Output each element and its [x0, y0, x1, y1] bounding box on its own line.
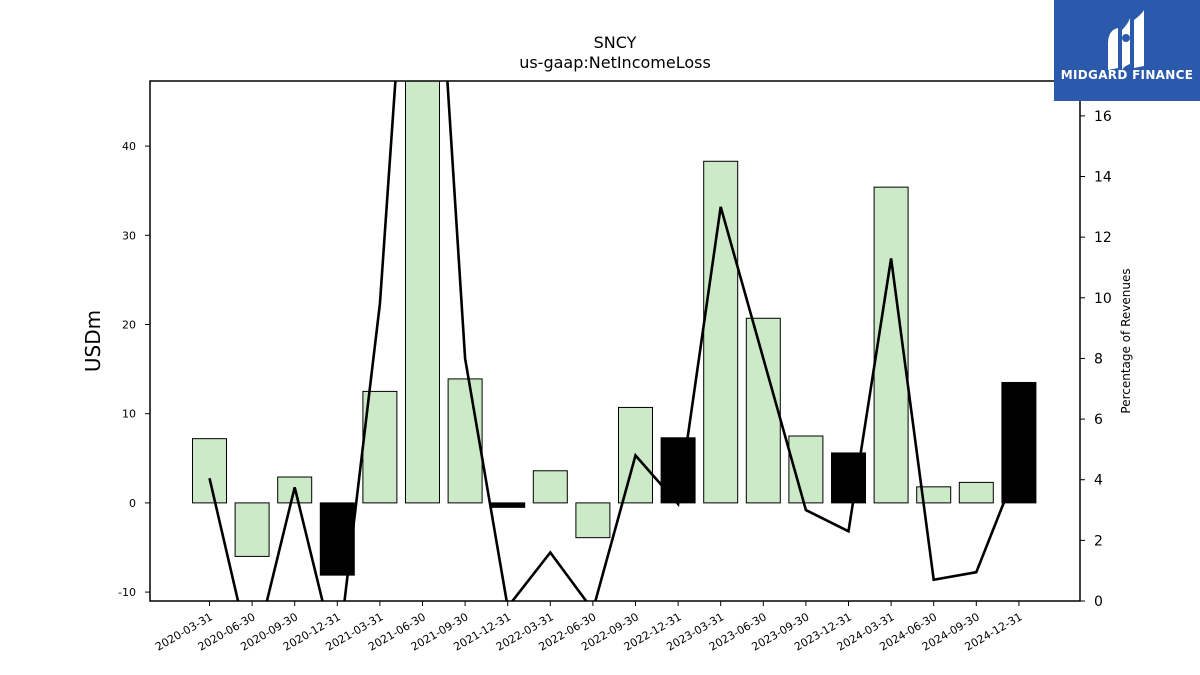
y-tick-label: 30: [122, 229, 136, 242]
bar-2020-06-30: [234, 502, 270, 557]
y-tick-label: 40: [122, 140, 136, 153]
line-series: [208, 81, 1021, 601]
y-tick-label-right: 6: [1094, 412, 1103, 428]
y-tick-label-right: 10: [1094, 291, 1112, 307]
y-tick-label-right: 16: [1094, 109, 1112, 125]
bar-2021-09-30: [447, 378, 483, 504]
bar-2024-06-30: [916, 486, 952, 504]
y-axis-label-right: Percentage of Revenues: [1119, 268, 1133, 413]
bar-2024-09-30: [958, 481, 994, 504]
y-tick-label-right: 2: [1094, 533, 1103, 549]
y-tick-label: 10: [122, 408, 136, 421]
bar-2022-06-30: [575, 502, 611, 539]
bar-2023-09-30: [788, 435, 824, 504]
y-tick-label: 20: [122, 318, 136, 331]
chart-subtitle: us-gaap:NetIncomeLoss: [519, 53, 711, 72]
y-tick-label-right: 4: [1094, 473, 1103, 489]
y-tick-label-right: 8: [1094, 351, 1103, 367]
bar-2023-06-30: [745, 317, 781, 504]
bar-2023-03-31: [703, 160, 739, 504]
bar-2022-12-31: [660, 437, 696, 504]
y-tick-label-right: 14: [1094, 170, 1112, 186]
bar-2024-12-31: [1001, 381, 1037, 504]
y-tick-label-right: 12: [1094, 230, 1112, 246]
bar-series: [192, 81, 1037, 576]
logo-text: MIDGARD FINANCE: [1060, 68, 1194, 82]
y-tick-label: -10: [118, 586, 136, 599]
y-tick-label-right: 0: [1094, 594, 1103, 610]
bar-2021-12-31: [490, 502, 526, 508]
bar-2020-03-31: [192, 438, 227, 504]
bar-2022-03-31: [532, 470, 568, 504]
y-axis-label: USDm: [81, 310, 105, 372]
axes: -1001020304002468101214162020-03-312020-…: [118, 80, 1112, 654]
plot-frame: [149, 80, 1081, 602]
bar-2021-06-30: [405, 81, 440, 504]
percentage-line: [208, 81, 1021, 601]
logo-mark-icon: [1108, 10, 1144, 70]
y-tick-label: 0: [129, 497, 136, 510]
chart-title: SNCY: [594, 33, 637, 52]
